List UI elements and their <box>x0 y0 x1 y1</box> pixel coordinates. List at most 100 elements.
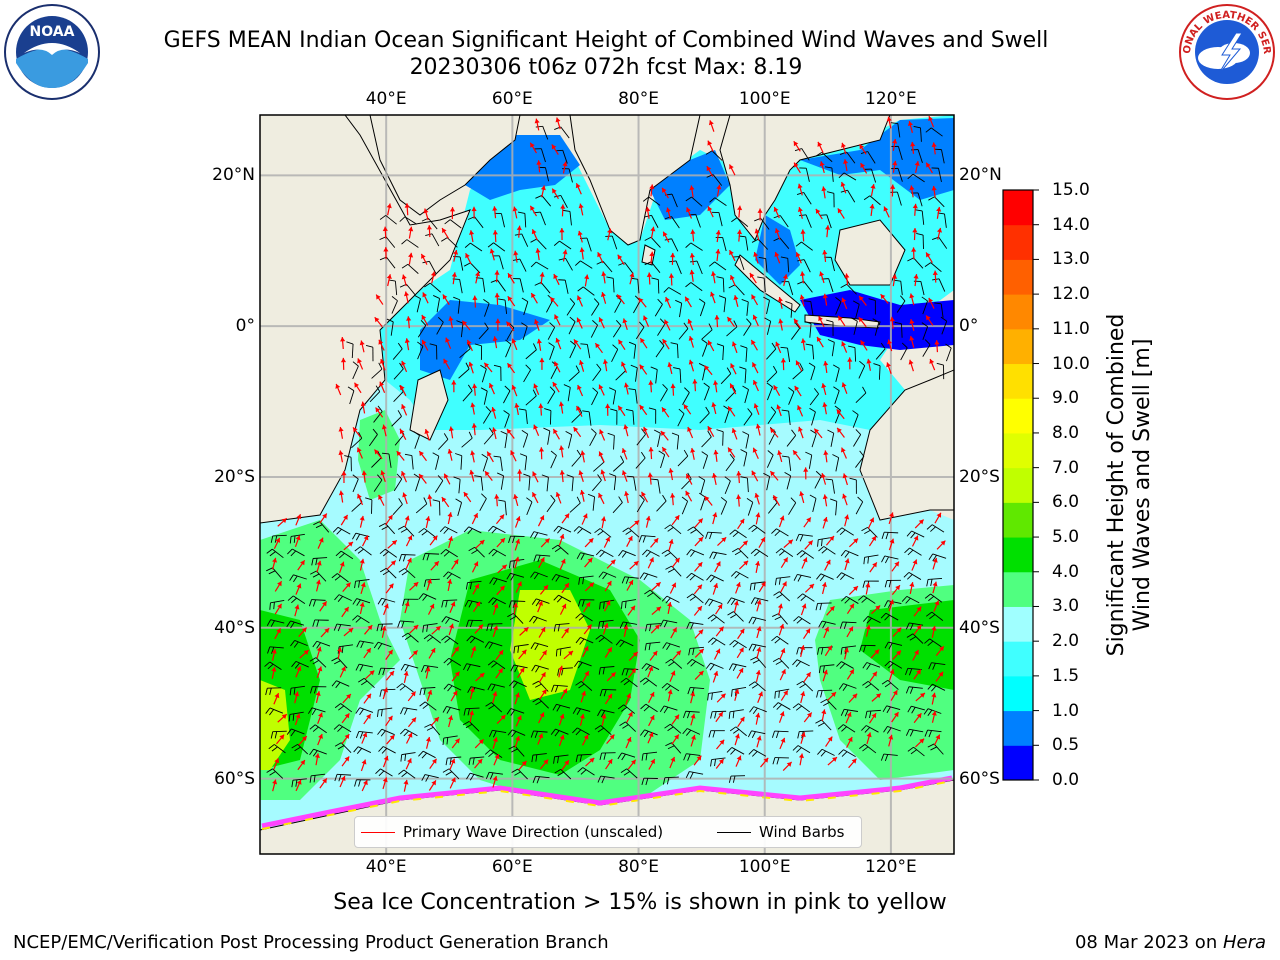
wind-barb <box>749 581 766 591</box>
wave-direction-arrow <box>693 605 703 616</box>
wind-barb <box>743 318 752 336</box>
wave-direction-arrow <box>736 667 744 679</box>
wind-barb <box>513 644 529 654</box>
wind-barb <box>376 623 393 632</box>
wind-barb <box>309 724 327 734</box>
wave-direction-arrow <box>757 691 763 703</box>
wind-barb <box>658 450 666 469</box>
wind-barb <box>808 362 816 381</box>
wind-barb <box>644 589 661 600</box>
wave-direction-arrow <box>463 491 472 503</box>
wave-direction-arrow <box>337 647 343 660</box>
wave-direction-arrow <box>404 203 410 216</box>
wave-direction-arrow <box>932 557 938 570</box>
wave-direction-arrow <box>731 428 738 440</box>
colorbar-swatch <box>1003 294 1033 330</box>
wave-direction-arrow <box>357 493 364 506</box>
wave-direction-arrow <box>841 382 848 394</box>
wind-barb <box>926 577 943 587</box>
wave-direction-arrow <box>865 624 871 637</box>
wave-direction-arrow <box>795 252 802 264</box>
wave-direction-arrow <box>842 473 848 486</box>
wave-direction-arrow <box>512 206 518 219</box>
wind-barb <box>619 721 636 732</box>
wave-direction-arrow <box>553 273 560 286</box>
wave-direction-arrow <box>803 517 812 528</box>
wind-barb <box>705 662 724 671</box>
wind-barb <box>780 256 790 273</box>
wave-direction-arrow <box>661 446 670 458</box>
wind-barb <box>373 405 383 423</box>
wind-barb <box>638 535 656 543</box>
wave-direction-arrow <box>865 582 871 595</box>
wave-direction-arrow <box>758 536 766 548</box>
wave-direction-arrow <box>911 559 918 571</box>
wind-barb <box>456 320 464 338</box>
wind-barb <box>635 321 645 340</box>
wave-direction-arrow <box>871 605 881 615</box>
wind-barb <box>742 431 750 449</box>
wind-barb <box>333 724 352 733</box>
wind-barb <box>640 703 658 713</box>
wave-direction-arrow <box>561 513 570 524</box>
wave-direction-arrow <box>826 605 835 616</box>
wind-barb <box>289 685 305 696</box>
wind-barb <box>548 342 555 360</box>
wave-direction-arrow <box>617 254 625 266</box>
wind-barb <box>748 749 767 757</box>
wave-direction-arrow <box>401 274 407 287</box>
wind-barb <box>413 473 421 492</box>
wind-barb <box>848 345 857 362</box>
wave-direction-arrow <box>273 537 281 549</box>
wind-barb <box>607 432 615 450</box>
wave-direction-arrow <box>496 585 506 596</box>
wave-direction-arrow <box>639 404 648 416</box>
wave-direction-arrow <box>737 628 745 640</box>
wind-barb <box>415 497 428 514</box>
wave-direction-arrow <box>360 582 366 595</box>
wind-barb <box>388 279 398 296</box>
wind-barb <box>928 553 947 562</box>
wind-barb <box>904 667 922 676</box>
wave-direction-arrow <box>494 494 500 507</box>
wind-barb <box>352 361 359 380</box>
wave-direction-arrow <box>538 671 546 683</box>
wind-barb <box>922 339 931 357</box>
wave-direction-arrow <box>584 557 593 568</box>
wind-barb <box>587 493 596 511</box>
wave-direction-arrow <box>643 426 650 439</box>
colorbar-swatch <box>1003 710 1033 746</box>
wind-barb <box>562 168 573 183</box>
wind-barb <box>379 548 398 558</box>
wave-direction-arrow <box>755 670 761 682</box>
wind-barb <box>840 708 859 717</box>
wind-barb <box>519 453 528 471</box>
wind-barb <box>659 619 678 628</box>
wave-direction-arrow <box>729 383 737 395</box>
wave-direction-arrow <box>575 183 582 195</box>
colorbar-tick-label: 2.0 <box>1052 631 1080 652</box>
wind-barb <box>653 429 661 447</box>
wind-barb <box>599 599 615 610</box>
wave-direction-arrow <box>335 383 342 396</box>
wind-barb <box>617 752 636 761</box>
wave-direction-arrow <box>581 513 588 525</box>
wind-barb <box>659 705 678 714</box>
wave-direction-arrow <box>800 271 806 284</box>
wave-direction-arrow <box>535 248 541 261</box>
wind-barb <box>814 470 822 489</box>
wave-direction-arrow <box>494 270 500 283</box>
wave-direction-arrow <box>889 316 895 329</box>
wave-direction-arrow <box>891 561 900 572</box>
wind-barb <box>291 743 309 755</box>
wave-direction-arrow <box>401 360 408 373</box>
wind-barb <box>419 687 436 696</box>
wind-barb <box>432 452 440 470</box>
wave-direction-arrow <box>858 295 867 306</box>
wind-barb <box>437 433 449 450</box>
wave-direction-arrow <box>668 468 674 481</box>
wind-barb <box>665 565 682 577</box>
wind-barb <box>500 430 508 449</box>
wave-direction-arrow <box>577 230 583 243</box>
wave-direction-arrow <box>821 186 827 199</box>
